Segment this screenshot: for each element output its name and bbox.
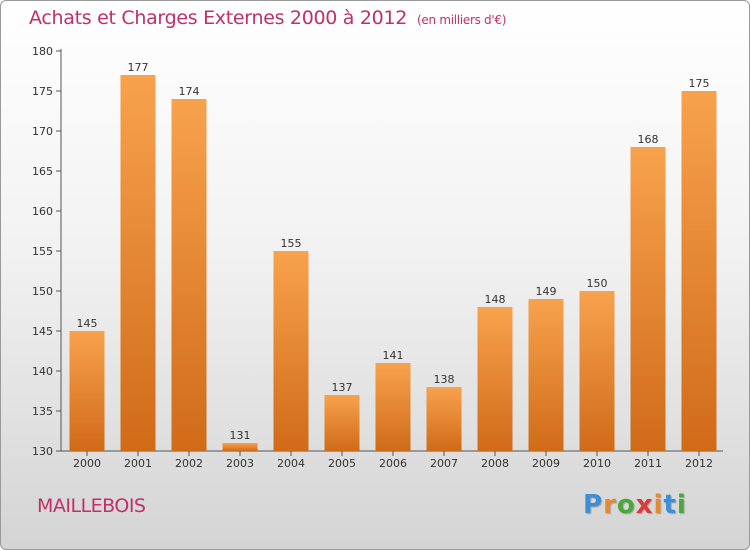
value-label-2003: 131 [230, 429, 251, 442]
x-tick-label: 2003 [226, 457, 254, 470]
bar-2000 [69, 331, 105, 451]
x-tick-label: 2012 [685, 457, 713, 470]
logo-letter: r [603, 490, 617, 520]
y-tick-label: 175 [32, 85, 53, 98]
x-tick-label: 2006 [379, 457, 407, 470]
y-tick-label: 130 [32, 445, 53, 458]
bar-2003 [222, 443, 258, 451]
value-label-2005: 137 [332, 381, 353, 394]
y-tick-label: 170 [32, 125, 53, 138]
value-label-2009: 149 [536, 285, 557, 298]
x-axis: 2000 2001 2002 2003 2004 2005 2006 2007 2008 2009… [61, 450, 723, 470]
value-label-2006: 141 [383, 349, 404, 362]
y-axis: 130 135 140 145 150 155 160 165 170 175 180 [32, 45, 62, 458]
bar-2010 [579, 291, 615, 451]
logo-letter: i [676, 490, 687, 520]
value-label-2004: 155 [281, 237, 302, 250]
y-tick-label: 180 [32, 45, 53, 58]
bar-2012 [681, 91, 717, 451]
bar-2001 [120, 75, 156, 451]
value-label-2011: 168 [638, 133, 659, 146]
value-label-2008: 148 [485, 293, 506, 306]
bar-2005 [324, 395, 360, 451]
value-label-2001: 177 [128, 61, 149, 74]
chart-title: Achats et Charges Externes 2000 à 2012 (e… [29, 7, 506, 29]
x-tick-label: 2004 [277, 457, 305, 470]
bar-2004 [273, 251, 309, 451]
y-tick-label: 150 [32, 285, 53, 298]
bar-2002 [171, 99, 207, 451]
chart-title-unit: (en milliers d'€) [417, 13, 507, 27]
x-tick-label: 2008 [481, 457, 509, 470]
x-tick-label: 2007 [430, 457, 458, 470]
x-tick-label: 2000 [73, 457, 101, 470]
bars [69, 75, 717, 451]
bar-2006 [375, 363, 411, 451]
y-tick-label: 160 [32, 205, 53, 218]
value-labels: 145 177 174 131 155 137 141 138 148 149 150 168 175 [77, 61, 710, 442]
value-label-2002: 174 [179, 85, 200, 98]
y-tick-label: 165 [32, 165, 53, 178]
logo-letter: i [653, 490, 664, 520]
logo-letter: P [583, 490, 604, 520]
y-tick-label: 135 [32, 405, 53, 418]
bar-2009 [528, 299, 564, 451]
x-tick-label: 2005 [328, 457, 356, 470]
y-tick-label: 155 [32, 245, 53, 258]
x-tick-label: 2010 [583, 457, 611, 470]
chart-title-main: Achats et Charges Externes 2000 à 2012 [29, 7, 408, 29]
bar-2011 [630, 147, 666, 451]
x-tick-label: 2002 [175, 457, 203, 470]
x-tick-label: 2001 [124, 457, 152, 470]
value-label-2000: 145 [77, 317, 98, 330]
y-tick-label: 145 [32, 325, 53, 338]
bar-2008 [477, 307, 513, 451]
bar-2007 [426, 387, 462, 451]
logo-letter: x [635, 490, 654, 520]
value-label-2007: 138 [434, 373, 455, 386]
value-label-2010: 150 [587, 277, 608, 290]
value-label-2012: 175 [689, 77, 710, 90]
x-tick-label: 2009 [532, 457, 560, 470]
y-tick-label: 140 [32, 365, 53, 378]
x-tick-label: 2011 [634, 457, 662, 470]
logo-letter: t [663, 490, 677, 520]
logo-letter: o [616, 490, 636, 520]
proxiti-logo: Proxiti [583, 490, 687, 520]
commune-name: MAILLEBOIS [37, 495, 146, 517]
